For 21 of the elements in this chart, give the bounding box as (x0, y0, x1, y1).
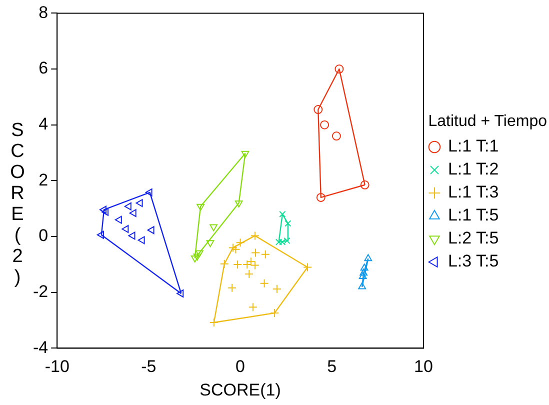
legend-label: L:1 T:2 (448, 160, 499, 179)
y-tick-label: 0 (38, 226, 48, 246)
x-axis-title: SCORE(1) (200, 380, 281, 400)
legend-label: L:2 T:5 (448, 228, 499, 248)
x-tick-label: 0 (236, 357, 246, 376)
x-tick-label: -10 (44, 357, 70, 376)
y-axis-title: SCORE(2) (6, 120, 28, 288)
y-tick-label: 2 (38, 170, 48, 190)
legend-label: L:1 T:5 (448, 206, 499, 225)
x-tick-label: -5 (141, 357, 156, 376)
y-tick-label: 4 (38, 114, 48, 134)
y-tick-label: -4 (32, 338, 48, 357)
x-tick-label: 5 (327, 357, 337, 376)
y-tick-label: -2 (32, 282, 48, 302)
legend-label: L:1 T:1 (448, 136, 499, 156)
legend-label: L:1 T:3 (448, 182, 499, 202)
legend-title: Latitud + Tiempo (428, 112, 547, 132)
legend-label: L:3 T:5 (448, 252, 499, 271)
y-tick-label: 6 (38, 58, 48, 78)
x-tick-label: 10 (414, 357, 433, 376)
y-tick-label: 8 (38, 2, 48, 22)
